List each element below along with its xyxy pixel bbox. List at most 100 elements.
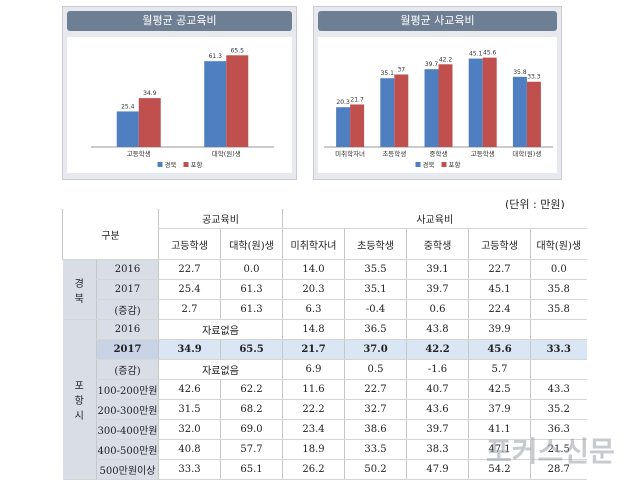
table-cell: 0.0 (220, 259, 283, 280)
table-cell: 54.2 (468, 459, 531, 480)
table-cell: 61.3 (220, 279, 283, 300)
data-label: 65.5 (231, 47, 245, 54)
table-cell: 36.3 (529, 419, 587, 440)
legend-label: 경북 (423, 160, 435, 169)
category-label: 미취학자녀 (335, 149, 365, 158)
table-cell: 25.4 (158, 279, 221, 300)
column-header: 중학생 (406, 228, 469, 260)
table-cell: 22.7 (158, 259, 221, 280)
education-cost-table: 구분 공교육비 사교육비 고등학생 대학(원)생 미취학자녀 초등학생 중학생 고등학생 대학(원… (62, 209, 587, 480)
bar (512, 76, 527, 147)
data-label: 33.3 (527, 74, 541, 81)
bar (394, 74, 409, 147)
category-label: 중학생 (430, 149, 448, 158)
table-cell: 21.7 (282, 339, 345, 360)
table-cell (529, 359, 587, 380)
row-label: 300-400만원 (96, 419, 159, 440)
table-cell: 18.9 (282, 439, 345, 460)
category-label: 고등학생 (127, 149, 151, 158)
table-cell: 22.2 (282, 399, 345, 420)
table-cell: 57.7 (220, 439, 283, 460)
table-cell: 36.5 (344, 319, 407, 340)
table-row: 2017 25.4 61.3 20.3 35.1 39.7 45.1 35.8 (63, 279, 587, 300)
column-header: 고등학생 (468, 228, 531, 260)
row-label: 500만원이상 (96, 459, 159, 480)
table-cell: 35.5 (344, 259, 407, 280)
row-label: 400-500만원 (96, 439, 159, 460)
table-row: 경 북 2016 22.7 0.0 14.0 35.5 39.1 22.7 0.0 (62, 259, 587, 320)
table-cell: 26.2 (282, 459, 345, 480)
row-label: 100-200만원 (96, 379, 159, 400)
table-cell: 31.5 (158, 399, 221, 420)
legend-label: 포항 (191, 160, 203, 169)
private-edu-chart: 월평균 사교육비 20.3 21.7 미취학자녀 35.1 37 초등학생 39.7 42.2… (313, 6, 562, 180)
table-cell: 39.9 (468, 319, 531, 340)
table-row: 400-500만원 40.8 57.7 18.9 33.5 38.3 47.1 21.5 (63, 439, 587, 460)
table-row: 2017 34.9 65.5 21.7 37.0 42.2 45.6 33.3 (63, 339, 587, 360)
table-cell: 43.6 (406, 399, 469, 420)
table-cell: 69.0 (220, 419, 283, 440)
data-label: 45.6 (483, 50, 497, 57)
row-label: 200-300만원 (96, 399, 159, 420)
table-cell: 22.7 (344, 379, 407, 400)
unit-label: (단위 : 만원) (505, 198, 565, 211)
table-cell: 39.7 (406, 419, 469, 440)
bar (204, 61, 227, 147)
table-cell: 22.4 (468, 299, 531, 320)
merged-cell: 자료없음 (158, 319, 283, 340)
column-header: 대학(원)생 (529, 228, 587, 260)
table-cell: 43.8 (406, 319, 469, 340)
data-label: 21.7 (350, 96, 364, 103)
row-label: 2017 (96, 279, 159, 300)
row-label: 2016 (96, 259, 159, 280)
table-cell (529, 319, 587, 340)
legend-swatch (157, 162, 163, 167)
table-row: 200-300만원 31.5 68.2 22.2 32.7 43.6 37.9 35.2 (63, 399, 587, 420)
public-edu-chart: 월평균 공교육비 25.4 34.9 고등학생 61.3 65.5 대학(원)생 경북 포항 (62, 6, 297, 180)
category-label: 대학(원)생 (212, 149, 241, 158)
table-cell: 40.8 (158, 439, 221, 460)
data-label: 39.7 (425, 61, 439, 68)
table-cell: 42.5 (468, 379, 531, 400)
table-cell: 47.9 (406, 459, 469, 480)
table-cell: 40.7 (406, 379, 469, 400)
table-row: 100-200만원 42.6 62.2 11.6 22.7 40.7 42.5 43.3 (63, 379, 587, 400)
header-corner: 구분 (62, 209, 159, 260)
data-label: 20.3 (336, 99, 350, 106)
table-cell: 41.1 (468, 419, 531, 440)
table-cell: 0.5 (344, 359, 407, 380)
watermark: 포커스신문 (486, 435, 615, 468)
table-cell: 45.1 (468, 279, 531, 300)
table-cell: 61.3 (220, 299, 283, 320)
table-cell: 2.7 (158, 299, 221, 320)
table-row: 300-400만원 32.0 69.0 23.4 38.6 39.7 41.1 36.3 (63, 419, 587, 440)
chart-title: 월평균 공교육비 (67, 11, 292, 31)
table-cell: 21.5 (529, 439, 587, 460)
table-cell: 35.8 (529, 299, 587, 320)
table-cell: 65.1 (220, 459, 283, 480)
row-label: (증감) (96, 359, 159, 380)
bar (482, 57, 497, 147)
table-cell: 38.3 (406, 439, 469, 460)
category-label: 초등학생 (382, 149, 406, 158)
bar (380, 78, 395, 147)
table-cell: 50.2 (344, 459, 407, 480)
legend-label: 경북 (165, 160, 177, 169)
data-label: 61.3 (209, 53, 223, 60)
data-label: 45.1 (469, 51, 483, 58)
row-label: 2016 (96, 319, 159, 340)
bar (468, 58, 483, 147)
table-cell: 35.8 (529, 279, 587, 300)
table-cell: -0.4 (344, 299, 407, 320)
table-cell: 37.0 (344, 339, 407, 360)
column-header: 미취학자녀 (282, 228, 345, 260)
bar (226, 55, 249, 147)
table-cell: 34.9 (158, 339, 221, 360)
table-cell: 42.6 (158, 379, 221, 400)
table-cell: 11.6 (282, 379, 345, 400)
table-cell: 32.0 (158, 419, 221, 440)
table-cell: 20.3 (282, 279, 345, 300)
bar (350, 104, 365, 147)
table-cell: 32.7 (344, 399, 407, 420)
